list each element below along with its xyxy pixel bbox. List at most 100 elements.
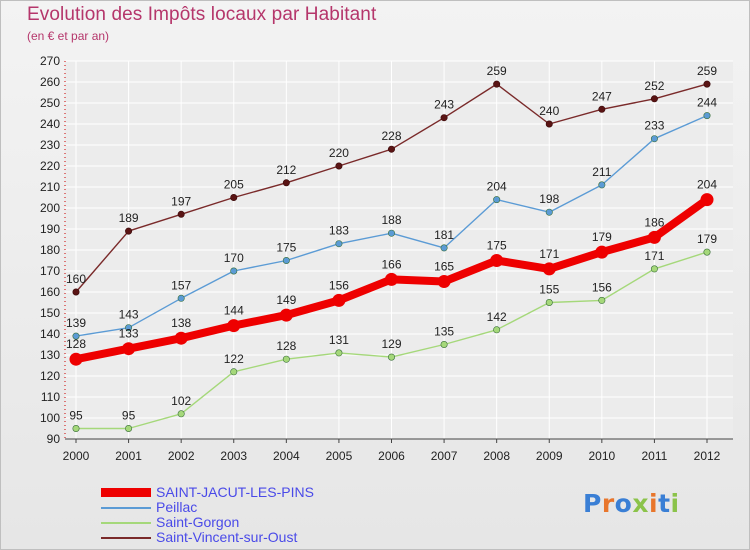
y-tick-label: 140 <box>40 327 60 341</box>
logo-letter: i <box>649 489 659 518</box>
data-label: 179 <box>697 232 717 246</box>
data-label: 142 <box>487 310 507 324</box>
data-point <box>125 324 133 332</box>
x-tick-label: 2012 <box>694 449 721 463</box>
data-label: 143 <box>119 308 139 322</box>
data-point <box>542 262 556 276</box>
legend-swatch <box>101 507 151 509</box>
data-point <box>335 240 343 248</box>
data-point <box>440 244 448 252</box>
x-tick-label: 2009 <box>536 449 563 463</box>
data-point <box>598 105 606 113</box>
y-tick-label: 240 <box>40 117 60 131</box>
legend-label: Peillac <box>156 499 198 515</box>
data-point <box>650 135 658 143</box>
data-label: 205 <box>224 178 244 192</box>
data-label: 131 <box>329 333 349 347</box>
data-point <box>72 332 80 340</box>
data-point <box>387 145 395 153</box>
data-label: 170 <box>224 251 244 265</box>
logo-letter: r <box>601 489 615 518</box>
logo-letter: t <box>658 489 671 518</box>
data-label: 212 <box>276 163 296 177</box>
x-tick-label: 2011 <box>642 449 668 463</box>
x-tick-label: 2006 <box>378 449 405 463</box>
data-point <box>598 296 606 304</box>
data-label: 183 <box>329 224 349 238</box>
x-tick-label: 2007 <box>431 449 458 463</box>
data-label: 95 <box>122 409 136 423</box>
x-tick-label: 2004 <box>273 449 300 463</box>
data-label: 259 <box>697 64 717 78</box>
data-label: 240 <box>539 104 559 118</box>
legend-label: SAINT-JACUT-LES-PINS <box>156 484 314 500</box>
logo-letter: o <box>614 489 633 518</box>
y-tick-label: 260 <box>40 75 60 89</box>
data-point <box>177 410 185 418</box>
y-tick-label: 110 <box>41 390 60 404</box>
data-label: 228 <box>381 129 401 143</box>
data-point <box>282 256 290 264</box>
x-tick-label: 2000 <box>63 449 90 463</box>
data-label: 233 <box>644 119 664 133</box>
data-point <box>545 208 553 216</box>
data-label: 181 <box>434 228 454 242</box>
data-point <box>703 112 711 120</box>
data-point <box>545 120 553 128</box>
data-point <box>72 424 80 432</box>
data-point <box>385 272 398 286</box>
y-tick-label: 170 <box>40 264 60 278</box>
y-tick-label: 120 <box>40 369 60 383</box>
y-tick-label: 210 <box>40 180 60 194</box>
y-tick-label: 250 <box>40 96 60 110</box>
data-label: 129 <box>381 337 401 351</box>
y-tick-label: 90 <box>47 432 61 446</box>
data-point <box>440 114 448 122</box>
y-tick-label: 190 <box>40 222 60 236</box>
data-point <box>493 80 501 88</box>
data-label: 247 <box>592 89 612 103</box>
y-tick-label: 230 <box>40 138 60 152</box>
logo-letter: P <box>583 489 602 518</box>
y-tick-label: 200 <box>40 201 60 215</box>
data-label: 179 <box>592 230 612 244</box>
data-label: 243 <box>434 98 454 112</box>
data-label: 128 <box>276 339 296 353</box>
data-label: 220 <box>329 146 349 160</box>
data-point <box>332 293 346 307</box>
data-label: 135 <box>434 325 454 339</box>
y-tick-label: 100 <box>40 411 60 425</box>
data-label: 175 <box>276 241 296 255</box>
data-label: 138 <box>171 316 191 330</box>
data-point <box>174 331 188 345</box>
data-point <box>72 288 80 296</box>
data-label: 186 <box>644 215 664 229</box>
data-point <box>703 80 711 88</box>
data-point <box>335 349 343 357</box>
y-tick-label: 130 <box>40 348 60 362</box>
data-label: 122 <box>224 352 244 366</box>
legend-label: Saint-Vincent-sur-Oust <box>156 529 298 545</box>
logo-letter: x <box>632 489 649 518</box>
x-tick-label: 2001 <box>115 449 142 463</box>
y-tick-label: 160 <box>40 285 60 299</box>
data-label: 197 <box>171 194 191 208</box>
data-label: 204 <box>697 178 717 192</box>
data-point <box>177 210 185 218</box>
data-point <box>177 294 185 302</box>
data-label: 189 <box>119 211 139 225</box>
data-point <box>490 254 504 267</box>
data-point <box>493 326 501 334</box>
data-point <box>545 298 553 306</box>
y-tick-label: 150 <box>40 306 60 320</box>
legend-swatch <box>101 522 151 524</box>
data-label: 204 <box>487 180 507 194</box>
data-point <box>598 181 606 189</box>
data-point <box>125 227 133 235</box>
data-point <box>230 368 238 376</box>
x-tick-label: 2005 <box>326 449 353 463</box>
data-label: 149 <box>276 293 296 307</box>
data-point <box>595 245 609 259</box>
data-point <box>125 424 133 432</box>
